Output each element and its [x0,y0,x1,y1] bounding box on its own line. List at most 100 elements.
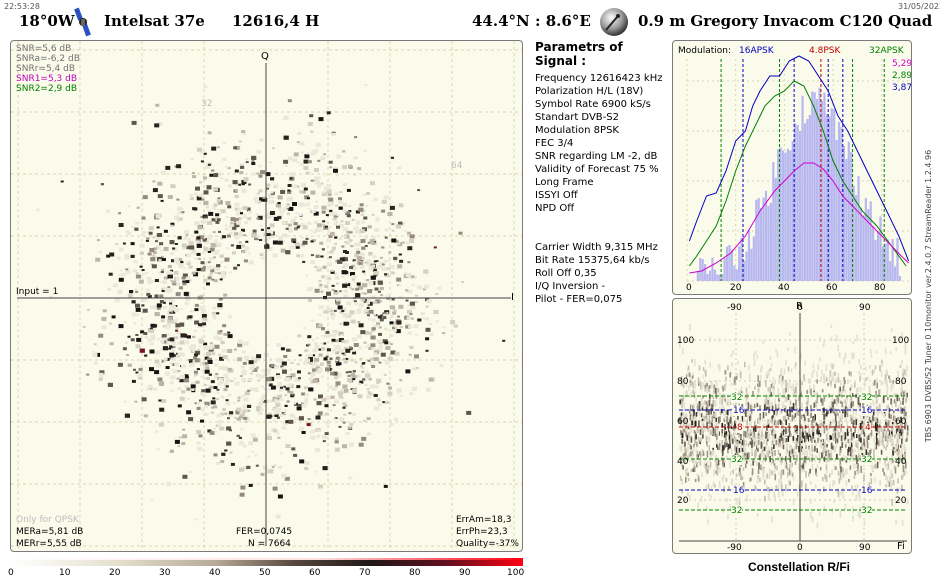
constellation-point [174,243,178,245]
rfi-point [781,456,783,463]
constellation-point [346,230,351,234]
rfi-point [723,445,725,450]
rfi-point [710,407,712,415]
rfi-point [708,399,711,407]
rfi-point [717,459,720,466]
constellation-point [180,333,186,338]
rfi-point [903,453,905,458]
rfi-point [899,401,902,405]
rfi-point [757,375,759,383]
constellation-point [373,352,378,356]
constellation-point [262,465,268,470]
constellation-point [324,284,329,288]
rfi-point [686,427,688,434]
constellation-point [270,385,276,390]
rfi-point [794,346,796,354]
rfi-top-tick: -90 [727,303,742,313]
constellation-point [281,240,286,244]
constellation-point [380,294,384,297]
rfi-point [879,421,882,426]
constellation-point [338,237,343,241]
rfi-point [868,482,870,488]
constellation-point [167,309,173,313]
constellation-point [135,303,140,308]
rfi-point [689,444,692,450]
rfi-point [887,438,889,446]
rfi-point [836,438,839,444]
constellation-point [203,246,209,251]
rfi-point [695,459,697,465]
constellation-point [237,217,242,220]
rfi-point [859,415,862,419]
constellation-point [381,209,386,213]
constellation-point [242,444,247,448]
histogram-bar [884,243,887,281]
constellation-point [181,390,186,394]
constellation-point [296,254,301,258]
rfi-point [846,395,848,399]
rfi-point [844,399,846,403]
rfi-point [696,427,698,434]
rfi-point [856,434,858,439]
rfi-point [839,446,842,454]
rfi-point [721,428,723,435]
constellation-point [181,243,187,248]
rfi-point [886,465,888,471]
rfi-point [763,449,765,456]
constellation-point [186,276,191,280]
constellation-point [178,217,183,221]
rfi-point [698,409,701,417]
rfi-point [777,388,780,396]
constellation-point [159,348,163,351]
constellation-point [293,402,297,405]
constellation-point [344,339,350,344]
constellation-point [425,327,431,332]
constellation-point [366,262,372,266]
rfi-point [904,405,907,411]
rfi-point [698,401,701,405]
signal-parameters: Parametrs of Signal : Frequency 12616423… [535,40,665,306]
constellation-point [320,182,324,185]
rfi-point [879,479,881,486]
rfi-point [782,388,784,395]
rfi-point [736,498,738,504]
constellation-point [318,394,323,399]
constellation-point [256,172,260,175]
constellation-point [351,375,356,379]
constellation-point [401,241,405,244]
constellation-point [196,441,201,445]
constellation-points [36,84,513,527]
constellation-point [311,191,315,193]
rfi-point [855,441,857,447]
rfi-point [766,439,768,446]
constellation-point [182,280,186,283]
constellation-point [406,241,410,245]
constellation-point [280,347,285,351]
rfi-point [893,392,896,398]
constellation-point [301,403,307,408]
rfi-point [705,485,708,490]
constellation-point [280,452,284,455]
constellation-point [257,379,261,382]
constellation-point [148,231,153,235]
constellation-point [189,245,195,250]
constellation-point [358,346,363,350]
rfi-point [823,339,825,346]
rfi-point [772,417,775,424]
constellation-point [179,396,185,401]
rfi-point [887,427,889,432]
rfi-point [854,470,856,476]
constellation-point [108,272,113,276]
rfi-point [901,484,903,492]
constellation-point [379,300,382,303]
constellation-point [218,365,224,370]
constellation-point [331,288,335,291]
constellation-point [326,366,330,369]
constellation-point [234,189,238,192]
rfi-point [687,425,690,430]
constellation-point [256,408,261,412]
rfi-point [883,413,885,418]
constellation-point [138,376,142,380]
rfi-point [722,434,725,439]
rfi-point [852,415,854,420]
